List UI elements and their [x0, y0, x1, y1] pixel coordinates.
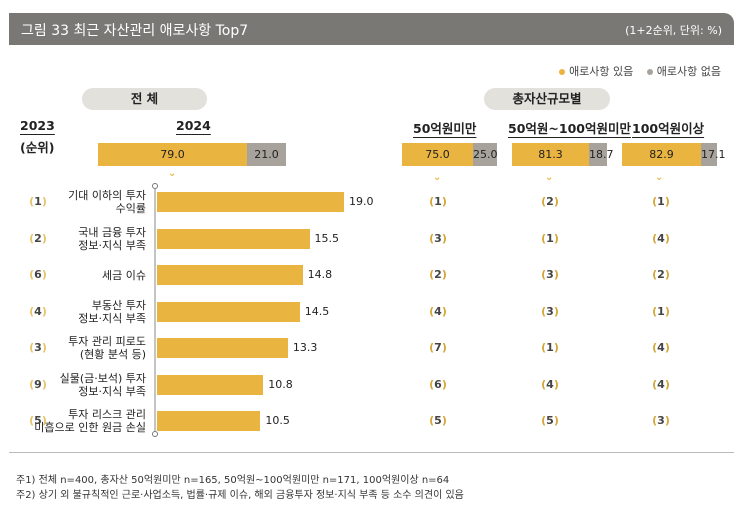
category-label-line: 실물(금·보석) 투자 [59, 371, 146, 385]
bar-value-label: 15.5 [314, 231, 340, 245]
header-2024: 2024 [176, 118, 211, 133]
rank-2023: 9 [29, 378, 47, 391]
rank-2023: 1 [29, 195, 47, 208]
summary-yes-g2: 81.3 [512, 143, 589, 166]
category-label-line: 세금 이슈 [102, 268, 146, 282]
rank-2023: 3 [29, 341, 47, 354]
bar [157, 411, 261, 431]
category-label: 세금 이슈 [25, 269, 146, 282]
rank-2023: 2 [29, 232, 47, 245]
legend-label-no: 애로사항 없음 [656, 65, 721, 78]
header-g1: 50억원미만 [413, 121, 477, 136]
rank-g2: 1 [541, 232, 559, 245]
category-label-line: 미흡으로 인한 원금 손실 [34, 421, 146, 434]
bar [157, 374, 264, 395]
bar [157, 301, 300, 322]
rank-g2: 2 [541, 195, 559, 208]
category-label-line: 부동산 투자 [91, 298, 146, 312]
rank-g3: 3 [652, 414, 670, 427]
divider [9, 452, 734, 453]
category-label-line: 수익률 [115, 202, 146, 215]
header-2023: 2023 [20, 118, 55, 133]
header-g3: 100억원이상 [632, 121, 705, 136]
title-bar: 그림 33 최근 자산관리 애로사항 Top7 (1+2순위, 단위: %) [9, 13, 734, 45]
unit-label: (1+2순위, 단위: %) [625, 24, 722, 37]
category-label-line: 정보·지식 부족 [78, 311, 146, 325]
rank-g2: 3 [541, 305, 559, 318]
summary-bar-g1: 75.0 25.0 [402, 143, 498, 166]
summary-no-g3: 17.1 [701, 143, 726, 166]
category-label: 실물(금·보석) 투자 정보·지식 부족 [25, 372, 146, 398]
category-label: 부동산 투자 정보·지식 부족 [25, 299, 146, 325]
summary-yes-g3: 82.9 [622, 143, 701, 166]
rank-g2: 1 [541, 341, 559, 354]
summary-bar-total: 79.0 21.0 [98, 143, 286, 166]
note-1: 주1) 전체 n=400, 총자산 50억원미만 n=165, 50억원~100… [16, 475, 450, 486]
summary-yes-g1: 75.0 [402, 143, 473, 166]
rank-g1: 6 [429, 378, 447, 391]
pill-total: 전 체 [82, 88, 207, 110]
rank-g3: 1 [652, 305, 670, 318]
bar-value-label: 19.0 [349, 195, 374, 208]
rank-g3: 2 [652, 268, 670, 281]
category-label-line: 기대 이하의 투자 [68, 189, 146, 202]
figure-title: 그림 33 최근 자산관리 애로사항 Top7 [21, 23, 249, 39]
category-label-line: 정보·지식 부족 [78, 384, 146, 398]
rank-g1: 1 [429, 195, 447, 208]
bar-value-label: 13.3 [292, 341, 318, 354]
category-label-line: (현황 분석 등) [79, 348, 146, 361]
rank-2023: 6 [29, 268, 47, 281]
rank-g3: 1 [652, 195, 670, 208]
category-label: 투자 관리 피로도 (현황 분석 등) [25, 335, 146, 361]
chevron-down-icon: ⌄ [168, 168, 177, 179]
bar [157, 338, 288, 358]
header-g2: 50억원~100억원미만 [508, 121, 631, 136]
chevron-down-icon: ⌄ [433, 172, 442, 183]
legend-label-yes: 애로사항 있음 [569, 65, 634, 78]
category-label-line: 정보·지식 부족 [78, 238, 146, 252]
note-2: 주2) 상기 외 불규칙적인 근로·사업소득, 법률·규제 이슈, 해외 금융투… [16, 490, 464, 501]
category-label-line: 투자 관리 피로도 [68, 335, 146, 348]
bar [157, 265, 303, 285]
legend: 애로사항 있음 애로사항 없음 [549, 63, 721, 79]
bar [157, 192, 344, 212]
rank-g1: 5 [429, 414, 447, 427]
summary-bar-g2: 81.3 18.7 [512, 143, 614, 166]
rank-g3: 4 [652, 232, 670, 245]
summary-bar-g3: 82.9 17.1 [622, 143, 726, 166]
legend-dot-yes [559, 68, 566, 75]
bar-value-label: 10.8 [268, 377, 293, 391]
bar-value-label: 14.5 [304, 304, 330, 318]
rank-2023: 5 [29, 414, 47, 427]
rank-g3: 4 [652, 341, 670, 354]
bar-value-label: 14.8 [307, 268, 333, 281]
category-label: 기대 이하의 투자 수익률 [25, 189, 146, 215]
pill-by-asset: 총자산규모별 [484, 88, 610, 110]
rank-2023: 4 [29, 305, 47, 318]
rank-g1: 4 [429, 305, 447, 318]
summary-no-g2: 18.7 [589, 143, 614, 166]
chevron-down-icon: ⌄ [655, 172, 664, 183]
rank-g2: 4 [541, 378, 559, 391]
bar-value-label: 10.5 [265, 414, 290, 427]
category-axis [152, 183, 158, 437]
header-rank: (순위) [20, 140, 55, 155]
category-label: 국내 금융 투자 정보·지식 부족 [25, 226, 146, 252]
rank-g1: 3 [429, 232, 447, 245]
category-label-line: 국내 금융 투자 [78, 225, 146, 239]
rank-g2: 3 [541, 268, 559, 281]
chevron-down-icon: ⌄ [545, 172, 554, 183]
category-label: 투자 리스크 관리 미흡으로 인한 원금 손실 [25, 408, 146, 434]
summary-yes-total: 79.0 [98, 143, 247, 166]
rank-g1: 7 [429, 341, 447, 354]
bar [157, 228, 310, 249]
legend-dot-no [646, 68, 653, 75]
rank-g2: 5 [541, 414, 559, 427]
summary-no-total: 21.0 [247, 143, 286, 166]
category-label-line: 투자 리스크 관리 [68, 408, 146, 421]
rank-g3: 4 [652, 378, 670, 391]
summary-no-g1: 25.0 [473, 143, 498, 166]
rank-g1: 2 [429, 268, 447, 281]
